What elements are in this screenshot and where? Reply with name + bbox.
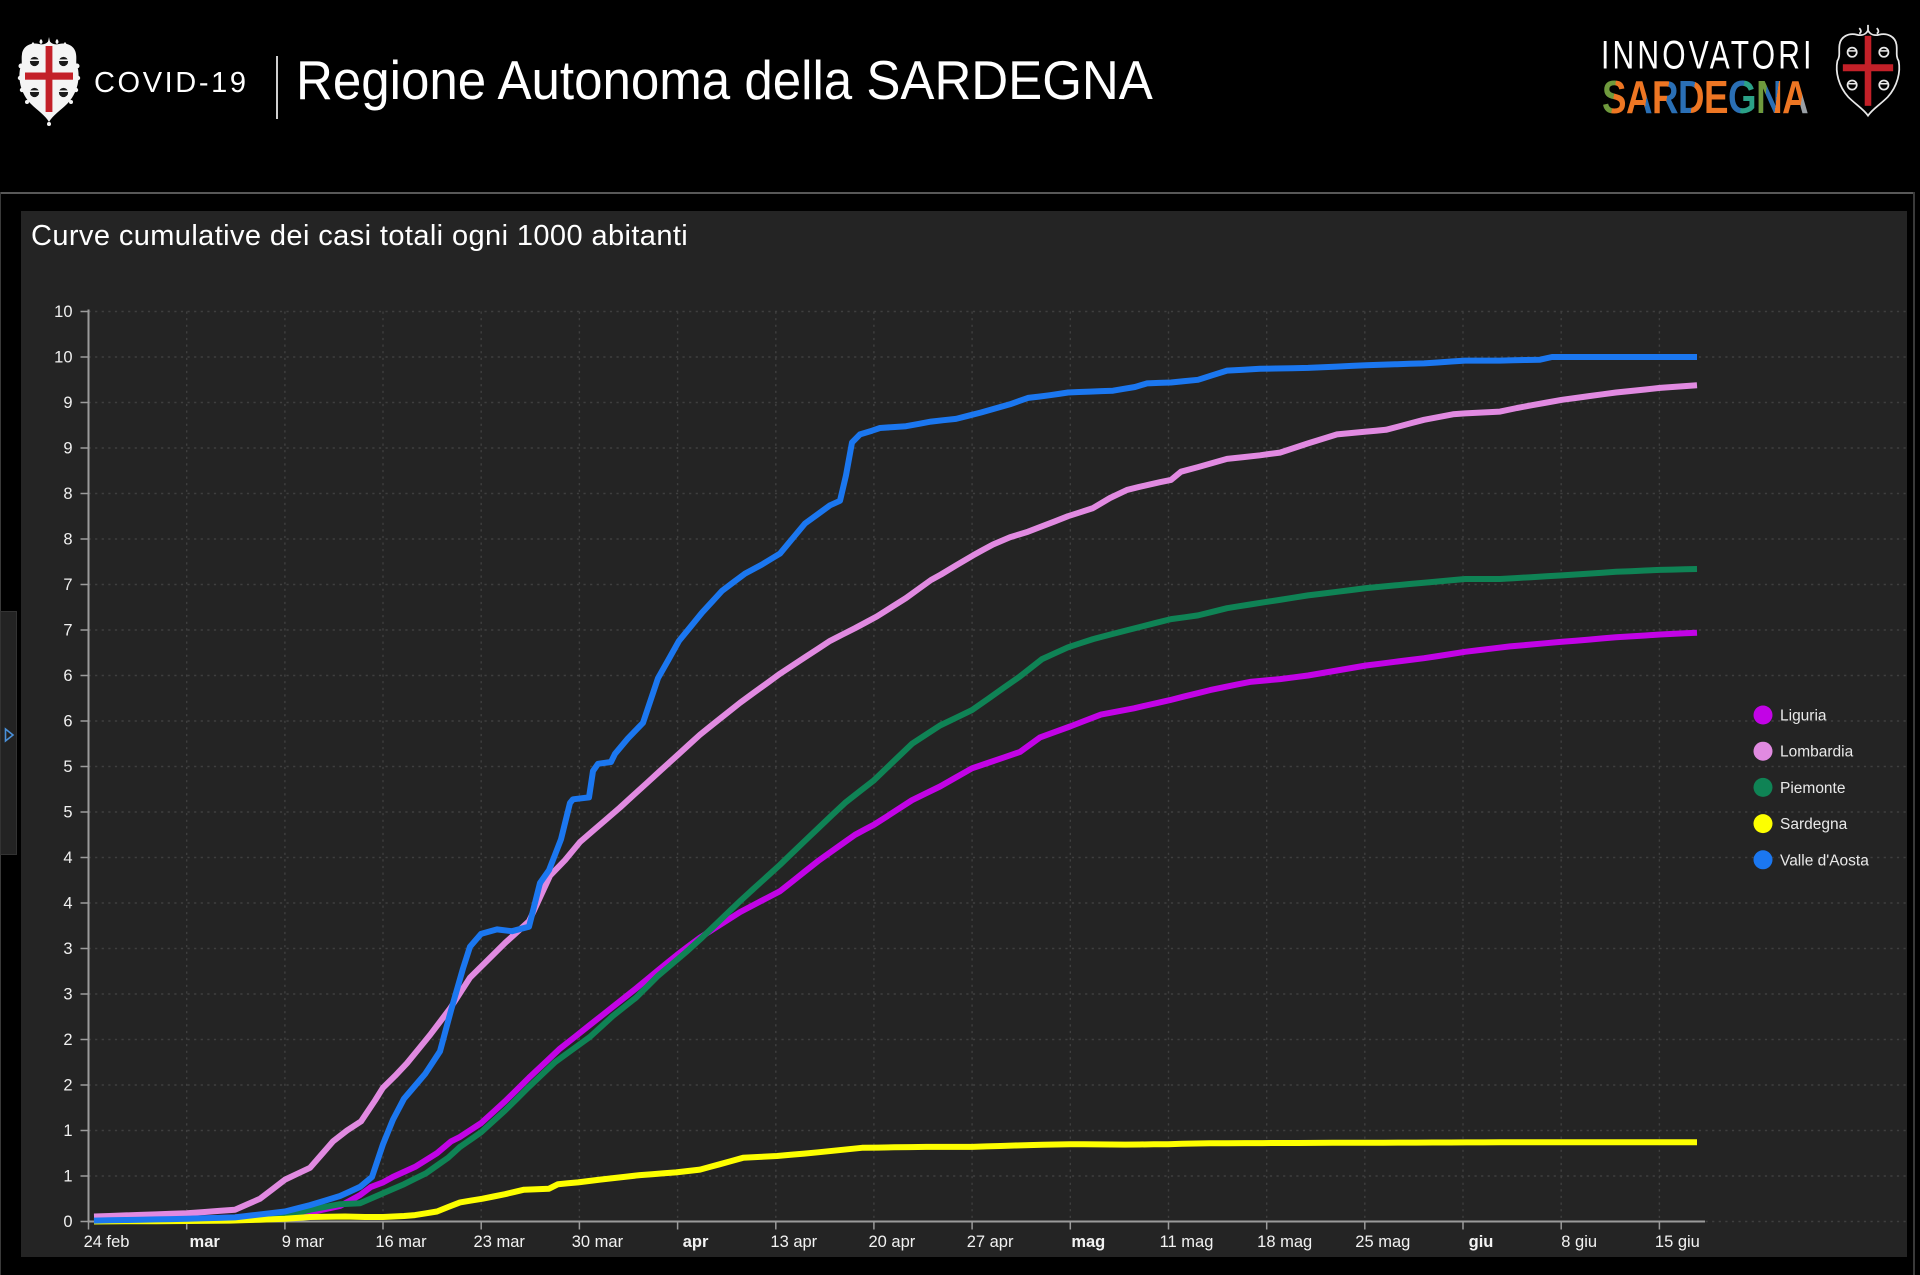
svg-text:5: 5 [63,804,72,822]
svg-text:15 giu: 15 giu [1655,1233,1700,1251]
svg-text:8: 8 [63,531,72,549]
svg-text:apr: apr [683,1233,709,1251]
svg-text:9: 9 [63,440,72,458]
svg-text:23 mar: 23 mar [474,1233,526,1251]
svg-text:6: 6 [63,667,72,685]
svg-text:9 mar: 9 mar [282,1233,325,1251]
svg-text:Lombardia: Lombardia [1780,744,1854,761]
svg-text:mag: mag [1071,1233,1105,1251]
svg-text:Valle d'Aosta: Valle d'Aosta [1780,852,1869,869]
svg-text:9: 9 [63,394,72,412]
svg-text:13 apr: 13 apr [770,1233,817,1251]
svg-text:7: 7 [63,622,72,640]
svg-text:2: 2 [63,1077,72,1095]
svg-text:1: 1 [63,1168,72,1186]
svg-text:3: 3 [63,940,72,958]
svg-text:7: 7 [63,576,72,594]
svg-text:4: 4 [63,895,72,913]
svg-text:24 feb: 24 feb [84,1233,130,1251]
svg-text:Liguria: Liguria [1780,708,1827,725]
svg-text:mar: mar [190,1233,221,1251]
svg-text:10: 10 [54,303,72,321]
svg-text:giu: giu [1469,1233,1494,1251]
svg-text:1: 1 [63,1122,72,1140]
svg-text:5: 5 [63,758,72,776]
svg-text:20 apr: 20 apr [869,1233,916,1251]
svg-text:18 mag: 18 mag [1257,1233,1312,1251]
svg-text:3: 3 [63,986,72,1004]
svg-text:25 mag: 25 mag [1355,1233,1410,1251]
svg-text:8 giu: 8 giu [1561,1233,1597,1251]
svg-text:16 mar: 16 mar [375,1233,427,1251]
svg-text:0: 0 [63,1213,72,1231]
svg-text:11 mag: 11 mag [1160,1233,1214,1251]
svg-text:Sardegna: Sardegna [1780,816,1848,833]
svg-text:27 apr: 27 apr [967,1233,1014,1251]
svg-text:30 mar: 30 mar [572,1233,624,1251]
svg-text:8: 8 [63,485,72,503]
svg-text:10: 10 [54,349,72,367]
svg-text:2: 2 [63,1031,72,1049]
svg-text:4: 4 [63,849,72,867]
svg-text:6: 6 [63,713,72,731]
svg-text:Piemonte: Piemonte [1780,780,1845,797]
